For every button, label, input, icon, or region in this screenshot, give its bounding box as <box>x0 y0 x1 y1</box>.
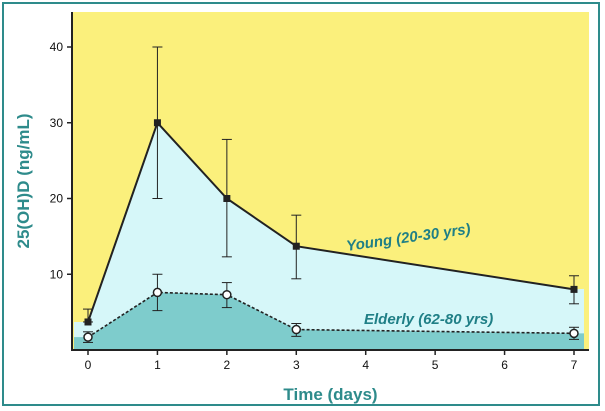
y-tick-label: 30 <box>50 116 64 130</box>
data-point <box>153 119 161 127</box>
data-point <box>83 332 93 342</box>
x-tick-label: 3 <box>293 358 300 372</box>
data-point <box>223 195 231 202</box>
data-point <box>570 285 578 293</box>
data-point <box>569 328 579 339</box>
data-point <box>152 287 163 298</box>
x-tick-label: 1 <box>154 358 161 372</box>
data-point <box>292 242 300 250</box>
chart-frame: 10 20 30 40 0 1 2 3 4 5 6 7 Young (20-30 yrs) Elder… <box>2 2 600 406</box>
x-tick-label: 7 <box>571 358 578 372</box>
data-point <box>84 318 92 326</box>
y-tick-label: 20 <box>50 192 64 206</box>
x-tick-label: 2 <box>224 358 231 372</box>
x-tick-label: 5 <box>432 358 439 372</box>
x-tick-label: 6 <box>501 358 508 372</box>
data-point <box>222 289 232 300</box>
series-elderly <box>83 273 579 343</box>
x-tick-label: 4 <box>362 358 369 372</box>
y-tick-label: 40 <box>50 40 64 54</box>
x-axis-title: Time (days) <box>283 385 377 404</box>
series-young <box>83 46 579 326</box>
data-point <box>291 324 302 335</box>
elderly-area-fill <box>74 292 584 350</box>
series-label-elderly: Elderly (62-80 yrs) <box>364 311 493 328</box>
x-tick-label: 0 <box>85 358 92 372</box>
y-tick-label: 10 <box>50 267 64 281</box>
y-axis-title: 25(OH)D (ng/mL) <box>14 113 33 248</box>
